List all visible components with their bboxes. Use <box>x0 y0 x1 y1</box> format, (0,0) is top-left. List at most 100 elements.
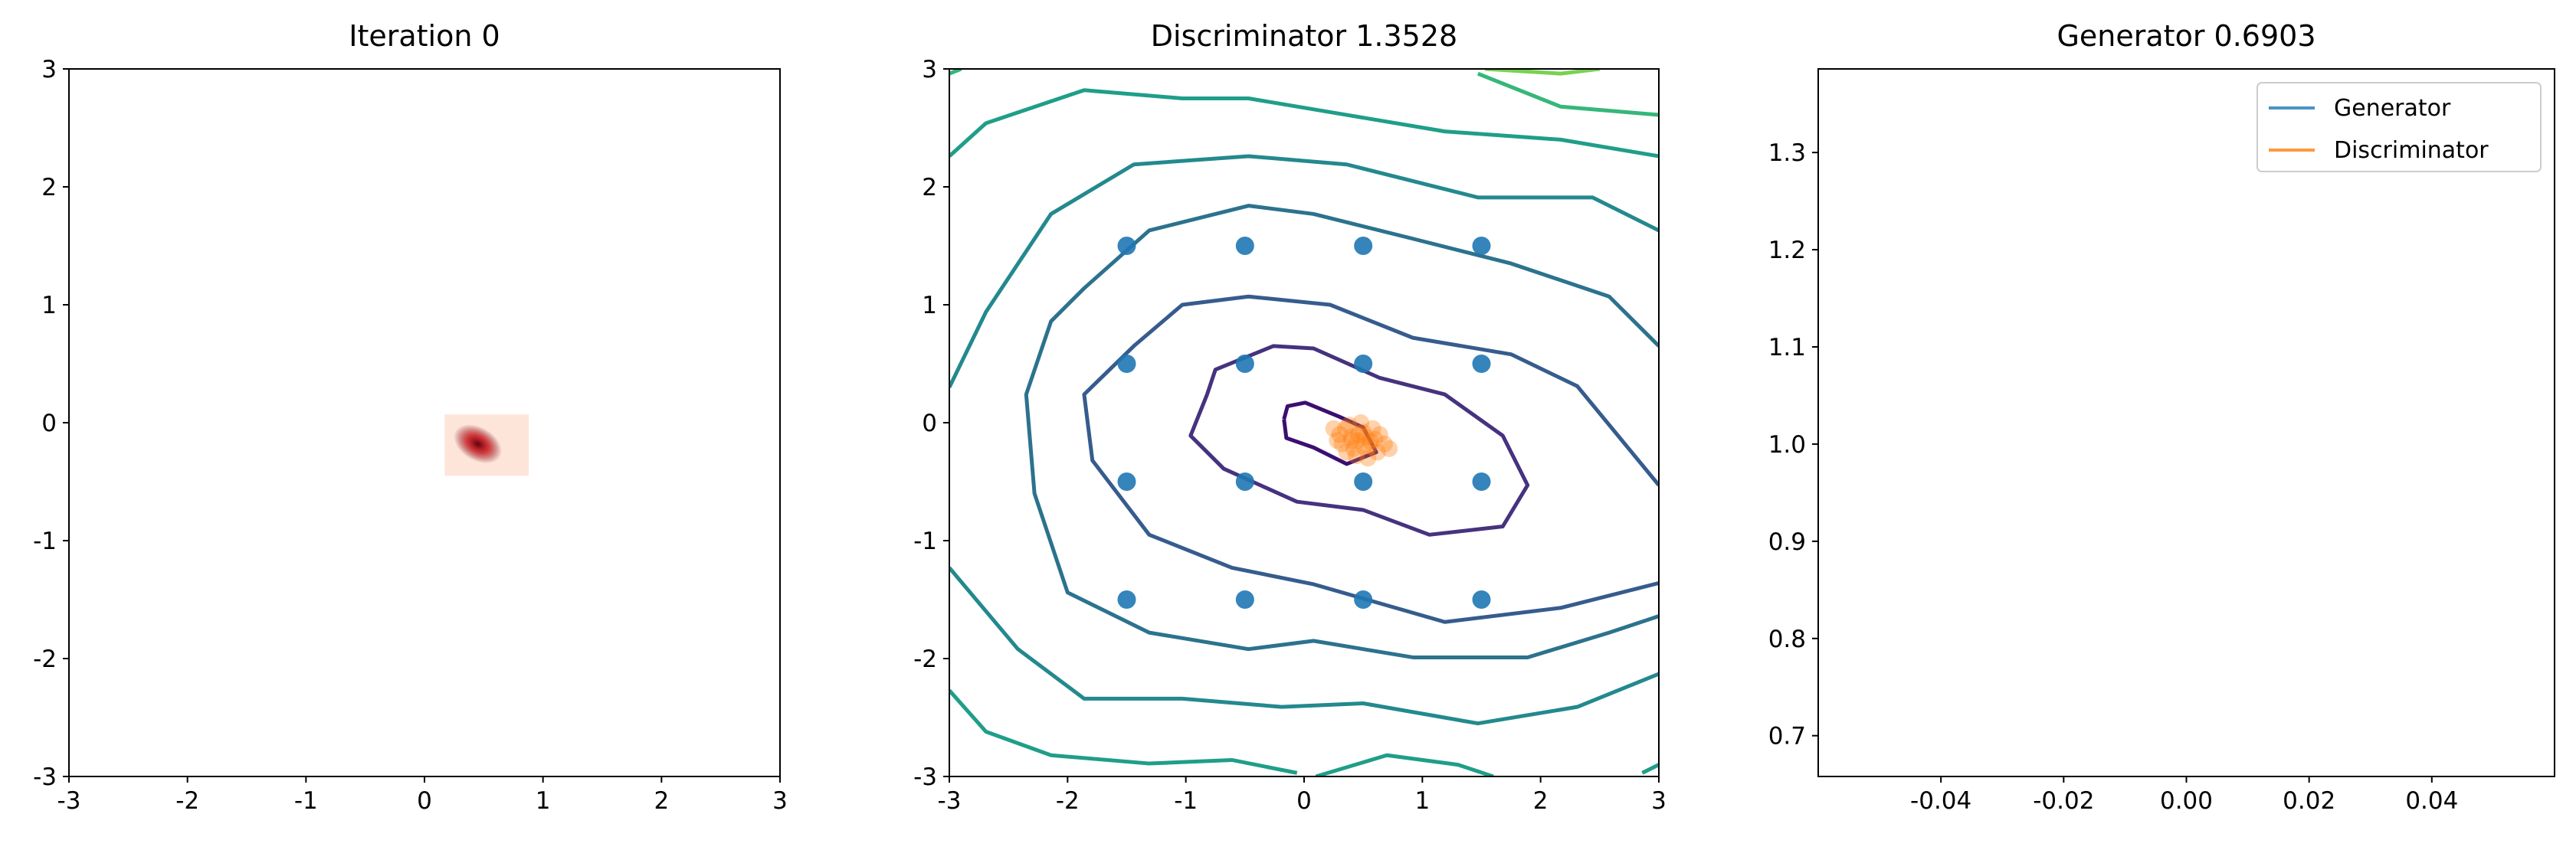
y-tick-label: -2 <box>913 646 937 673</box>
chart-title: Generator 0.6903 <box>2057 19 2315 53</box>
contour-line <box>1282 400 1378 466</box>
legend-box <box>2256 82 2542 172</box>
fake-point <box>1364 420 1381 437</box>
y-tick-label: -1 <box>33 528 57 555</box>
fake-point <box>1381 440 1398 457</box>
y-tick-label: 1.3 <box>1768 139 1806 167</box>
contour-line <box>949 154 1659 388</box>
x-tick-label: -2 <box>175 787 199 815</box>
y-tick-label: 1.2 <box>1768 237 1806 264</box>
fake-point <box>1360 437 1378 455</box>
fake-point <box>1359 450 1377 467</box>
contour-line <box>949 688 1298 775</box>
y-tick-label: -1 <box>913 528 937 555</box>
contour-line <box>1315 753 1494 776</box>
real-point <box>1472 237 1491 255</box>
x-tick-label: -0.02 <box>2033 787 2094 815</box>
contour-line <box>949 88 1659 159</box>
fake-point <box>1329 432 1346 450</box>
x-tick-label: 3 <box>772 787 788 815</box>
x-tick-label: 0.00 <box>2160 787 2213 815</box>
y-tick-label: 3 <box>41 56 57 83</box>
contour-line <box>1082 294 1659 624</box>
y-tick-label: 1 <box>922 292 937 319</box>
real-point <box>1354 237 1373 255</box>
fake-point <box>1357 428 1375 446</box>
y-tick-label: 1 <box>41 292 57 319</box>
fake-point <box>1333 435 1351 453</box>
real-point <box>1117 590 1136 609</box>
fake-point <box>1349 426 1367 443</box>
fake-point <box>1338 443 1355 461</box>
real-point <box>1354 355 1373 373</box>
x-tick-label: -0.04 <box>1910 787 1971 815</box>
fake-point <box>1375 435 1393 453</box>
real-point <box>1235 472 1254 491</box>
real-point <box>1354 590 1373 609</box>
x-tick-label: 2 <box>654 787 669 815</box>
real-point <box>1235 590 1254 609</box>
y-tick-label: 0.8 <box>1768 626 1806 653</box>
fake-point <box>1355 437 1372 455</box>
y-tick-label: 2 <box>41 174 57 201</box>
real-point <box>1472 590 1491 609</box>
plot-area <box>444 414 529 476</box>
x-tick-label: 0.02 <box>2283 787 2335 815</box>
chart-title: Discriminator 1.3528 <box>1151 19 1457 53</box>
y-tick-label: 0 <box>922 410 937 437</box>
x-tick-label: 1 <box>1414 787 1430 815</box>
x-tick-label: -1 <box>1174 787 1198 815</box>
fake-point <box>1342 428 1360 446</box>
plot-area <box>949 69 1659 776</box>
legend-label: Generator <box>2334 95 2451 122</box>
contour-line <box>1641 763 1659 775</box>
y-tick-label: -3 <box>33 763 57 791</box>
fake-point <box>1352 414 1370 431</box>
contour-line <box>949 69 962 76</box>
x-tick-label: 0.04 <box>2405 787 2458 815</box>
x-tick-label: 3 <box>1651 787 1667 815</box>
y-tick-label: 1.1 <box>1768 334 1806 361</box>
real-point <box>1235 237 1254 255</box>
x-tick-label: 1 <box>536 787 551 815</box>
x-tick-label: 2 <box>1533 787 1549 815</box>
fake-point <box>1331 426 1349 443</box>
x-tick-label: -3 <box>57 787 81 815</box>
legend-label: Discriminator <box>2334 137 2489 164</box>
real-point <box>1472 472 1491 491</box>
fake-point <box>1362 433 1379 450</box>
real-point <box>1472 355 1491 373</box>
x-tick-label: -3 <box>938 787 962 815</box>
fake-point <box>1342 432 1360 450</box>
real-point <box>1117 472 1136 491</box>
real-point <box>1354 472 1373 491</box>
x-tick-label: 0 <box>1296 787 1312 815</box>
fake-point <box>1325 420 1342 437</box>
fake-point <box>1371 426 1388 443</box>
y-tick-label: 0 <box>41 410 57 437</box>
x-tick-label: -1 <box>294 787 318 815</box>
fake-point <box>1345 440 1362 457</box>
y-tick-label: 0.9 <box>1768 528 1806 556</box>
fake-point <box>1366 430 1384 448</box>
x-tick-label: -2 <box>1056 787 1080 815</box>
fake-point <box>1355 423 1372 441</box>
y-tick-label: -3 <box>913 763 937 791</box>
contour-line <box>1476 71 1659 117</box>
real-point <box>1235 355 1254 373</box>
density-peak <box>454 424 503 464</box>
y-tick-label: -2 <box>33 646 57 673</box>
y-tick-label: 1.0 <box>1768 431 1806 459</box>
real-point <box>1117 237 1136 255</box>
y-tick-label: 2 <box>922 174 937 201</box>
chart-title: Iteration 0 <box>349 19 500 53</box>
x-tick-label: 0 <box>417 787 432 815</box>
axes-frame <box>68 68 781 777</box>
real-point <box>1117 355 1136 373</box>
contour-line <box>949 566 1659 726</box>
fake-point <box>1349 432 1366 450</box>
fake-point <box>1347 447 1365 465</box>
fake-point <box>1340 417 1358 434</box>
contour-line <box>1024 204 1659 659</box>
axes-frame <box>1817 68 2555 777</box>
